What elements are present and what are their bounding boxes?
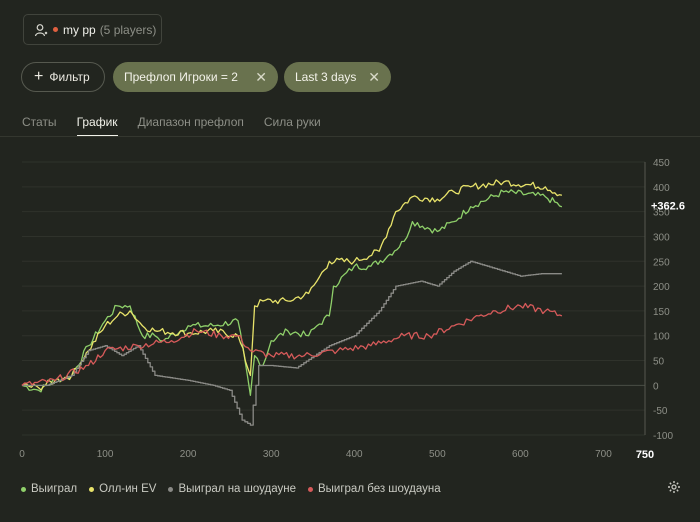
- player-name: my pp: [63, 22, 96, 37]
- tabs-divider: [0, 136, 700, 137]
- x-tick-label: 700: [595, 449, 612, 460]
- filter-chip-date[interactable]: Last 3 days ✕: [284, 62, 391, 92]
- x-max-label: 750: [636, 449, 654, 461]
- x-tick-label: 300: [263, 449, 280, 460]
- tab-preflop-range[interactable]: Диапазон префлоп: [137, 115, 244, 129]
- add-filter-button[interactable]: + Фильтр: [21, 62, 105, 92]
- y-tick-label: 300: [653, 232, 670, 243]
- plus-icon: +: [34, 68, 44, 85]
- legend-dot: [307, 486, 313, 492]
- x-tick-label: 100: [97, 449, 114, 460]
- series-line: [21, 302, 563, 386]
- y-tick-label: -100: [653, 431, 673, 442]
- y-tick-label: 250: [653, 257, 670, 268]
- x-tick-label: 200: [180, 449, 197, 460]
- y-tick-label: 50: [653, 357, 665, 368]
- legend-dot: [21, 486, 26, 492]
- legend-label: Выиграл без шоудауна: [317, 483, 441, 495]
- series-line: [21, 179, 563, 391]
- player-count: (5 players): [99, 22, 157, 37]
- status-dot: [53, 27, 58, 32]
- tab-stats[interactable]: Статы: [22, 115, 57, 129]
- y-tick-label: -50: [653, 406, 668, 417]
- legend-item-non-showdown[interactable]: Выиграл без шоудауна: [307, 483, 441, 495]
- series-line: [21, 189, 563, 396]
- x-tick-label: 400: [346, 449, 363, 460]
- y-tick-label: 350: [653, 208, 670, 219]
- x-tick-label: 0: [19, 449, 25, 460]
- current-value-label: +362.6: [651, 200, 685, 212]
- x-tick-label: 600: [512, 449, 529, 460]
- y-tick-label: 450: [653, 158, 670, 169]
- filter-chip-label: Префлоп Игроки = 2: [124, 70, 238, 84]
- legend-label: Олл-ин EV: [99, 483, 157, 495]
- chart-legend: Выиграл Олл-ин EV Выиграл на шоудауне Вы…: [21, 483, 453, 495]
- filter-chip-preflop-players[interactable]: Префлоп Игроки = 2 ✕: [113, 62, 278, 92]
- add-filter-label: Фильтр: [49, 70, 90, 84]
- legend-item-won[interactable]: Выиграл: [21, 483, 77, 495]
- legend-dot: [89, 486, 95, 492]
- series-line: [22, 260, 562, 426]
- user-icon: [34, 23, 48, 36]
- tab-bar: Статы График Диапазон префлоп Сила руки: [22, 115, 341, 137]
- player-selector[interactable]: my pp (5 players): [23, 14, 162, 45]
- filter-chip-label: Last 3 days: [295, 70, 357, 84]
- close-icon[interactable]: ✕: [368, 68, 380, 85]
- close-icon[interactable]: ✕: [255, 68, 267, 85]
- legend-label: Выиграл на шоудауне: [178, 483, 296, 495]
- tab-hand-strength[interactable]: Сила руки: [263, 115, 321, 129]
- legend-dot: [168, 486, 174, 492]
- legend-item-showdown[interactable]: Выиграл на шоудауне: [168, 483, 296, 495]
- y-tick-label: 0: [653, 381, 659, 392]
- x-tick-label: 500: [429, 449, 446, 460]
- y-tick-label: 150: [653, 307, 670, 318]
- gear-icon[interactable]: [667, 480, 681, 494]
- legend-label: Выиграл: [31, 483, 78, 495]
- legend-item-allin-ev[interactable]: Олл-ин EV: [89, 483, 156, 495]
- tab-graph[interactable]: График: [76, 115, 118, 137]
- y-tick-label: 100: [653, 332, 670, 343]
- y-tick-label: 400: [653, 183, 670, 194]
- y-tick-label: 200: [653, 282, 670, 293]
